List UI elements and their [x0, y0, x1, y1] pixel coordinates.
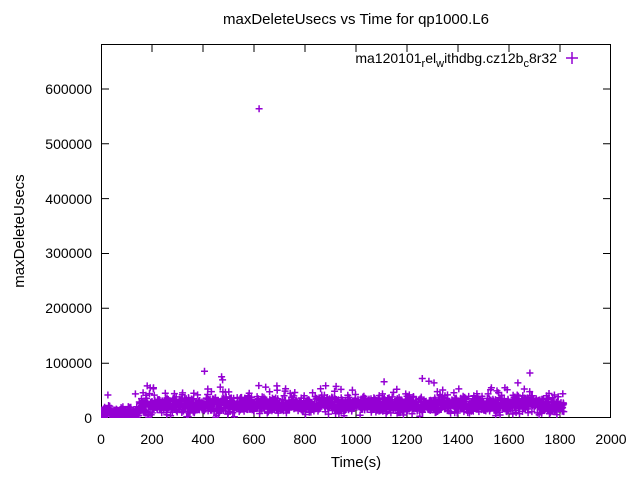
x-tick-label: 400: [191, 431, 215, 447]
legend-series-label: ma120101relwithdbg.cz12bc8r32: [355, 50, 557, 70]
y-tick-label: 400000: [45, 190, 92, 207]
x-tick-label: 1800: [544, 431, 576, 447]
x-tick-label: 1400: [442, 431, 474, 447]
x-tick-label: 1200: [391, 431, 423, 447]
x-axis-label: Time(s): [330, 454, 382, 471]
legend: ma120101relwithdbg.cz12bc8r32: [355, 48, 582, 70]
x-tick-label: 600: [242, 431, 266, 447]
y-tick-label: 300000: [45, 245, 92, 262]
chart-title: maxDeleteUsecs vs Time for qp1000.L6: [223, 11, 489, 28]
x-tick-label: 800: [293, 431, 317, 447]
y-tick-label: 200000: [45, 300, 92, 317]
y-tick-label: 600000: [45, 80, 92, 97]
x-tick-label: 1600: [493, 431, 525, 447]
legend-plus-marker-icon: [562, 50, 582, 66]
y-tick-label: 500000: [45, 135, 92, 152]
y-tick-label: 100000: [45, 355, 92, 372]
plot-area: [101, 44, 611, 418]
x-tick-label: 2000: [595, 431, 627, 447]
y-tick-label: 0: [84, 410, 92, 426]
plot-border: [101, 44, 611, 418]
axis-ticks: [101, 45, 611, 418]
x-tick-label: 200: [140, 431, 164, 447]
x-tick-label: 0: [97, 431, 105, 447]
scatter-points: [101, 105, 568, 418]
x-tick-label: 1000: [340, 431, 372, 447]
